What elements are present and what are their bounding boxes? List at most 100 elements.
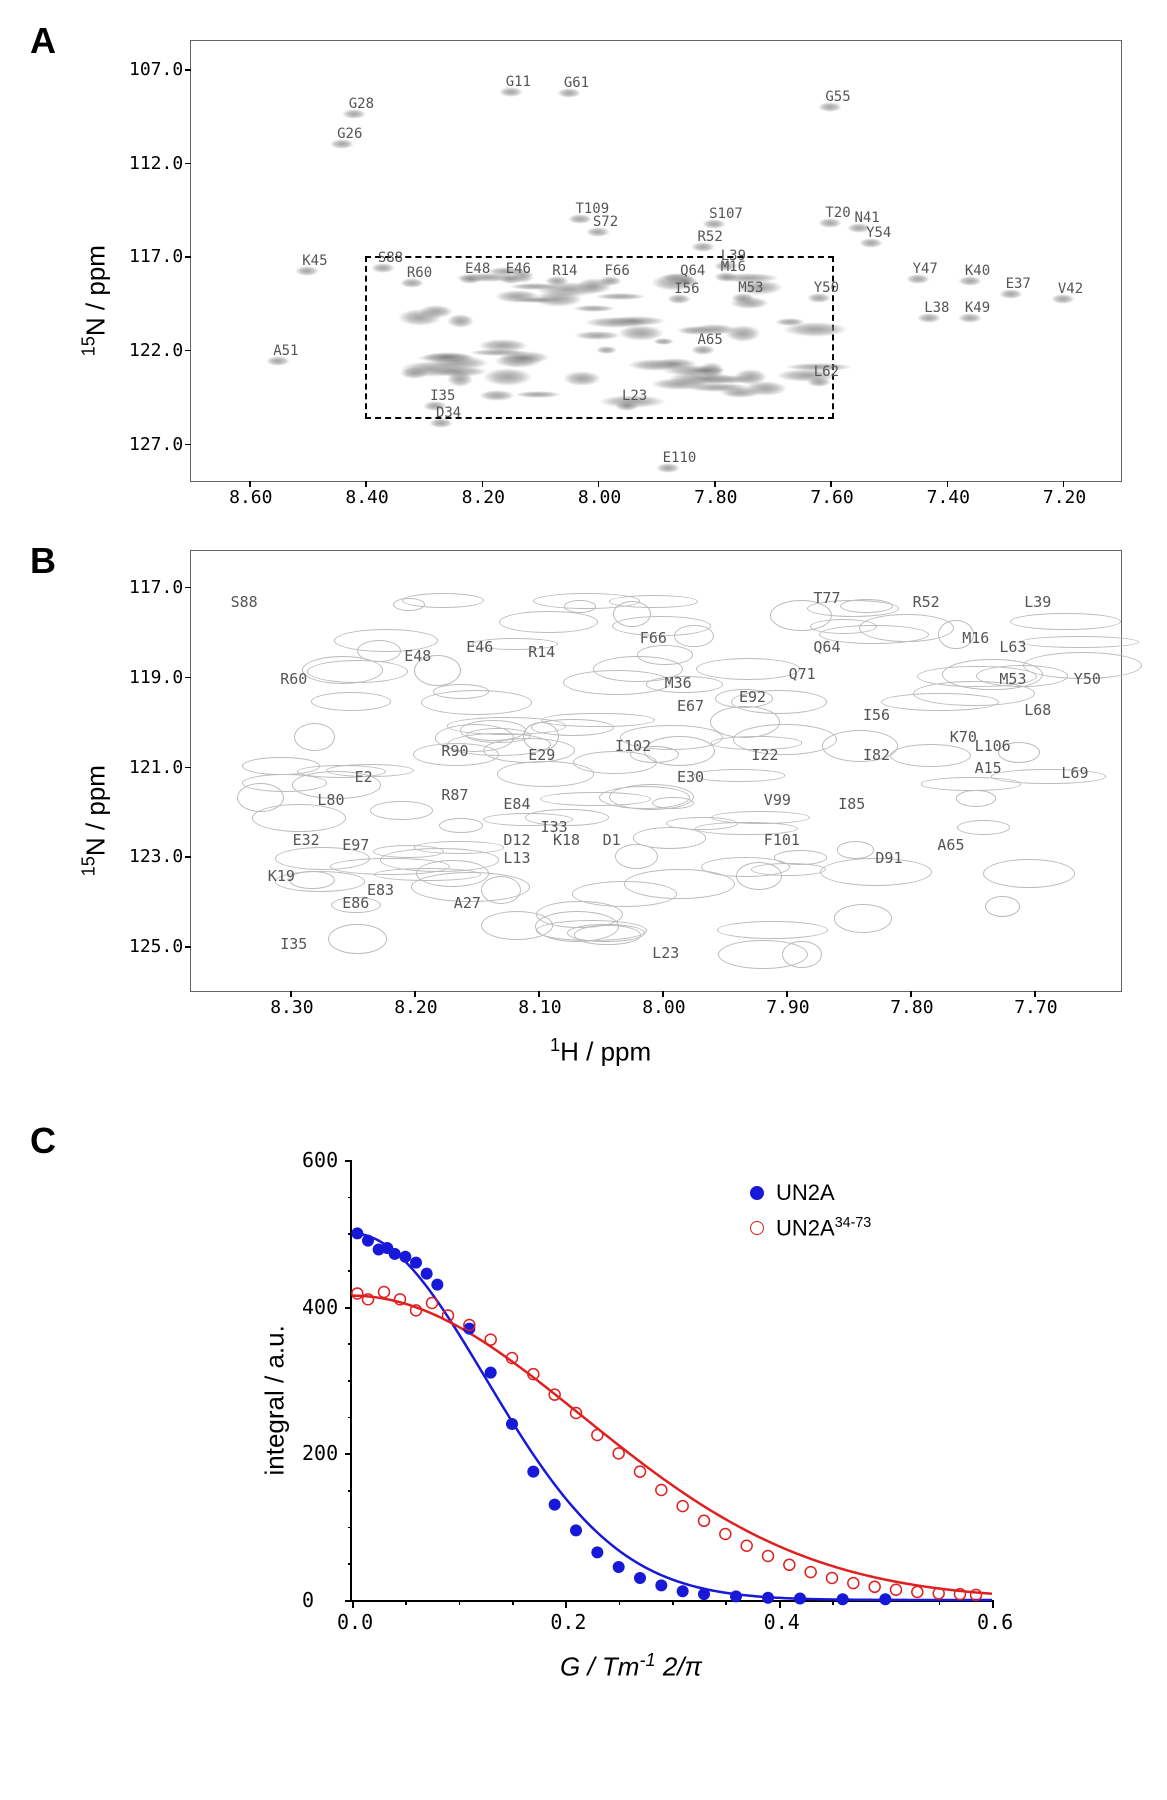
ytick-label: 119.0	[129, 667, 183, 688]
peak-label: I56	[674, 281, 699, 297]
peak-label: E48	[404, 647, 431, 665]
peak-label: S88	[378, 250, 403, 266]
contour-line	[694, 769, 785, 781]
peak-label: L106	[975, 737, 1011, 755]
data-point-red	[869, 1581, 880, 1592]
xtick-mark	[598, 481, 600, 487]
data-point-red	[592, 1430, 603, 1441]
peak-label: R60	[280, 670, 307, 688]
peak-label: E86	[342, 894, 369, 912]
xtick-minor	[459, 1600, 461, 1605]
legend-un2a-3473: UN2A34-73	[750, 1215, 871, 1241]
data-point-blue	[485, 1367, 497, 1379]
ytick-mark	[185, 69, 191, 71]
contour-line	[696, 658, 800, 680]
xtick-label: 8.30	[270, 997, 313, 1018]
data-point-red	[699, 1515, 710, 1526]
xtick-mark	[414, 991, 416, 997]
data-point-red	[379, 1287, 390, 1298]
contour-line	[615, 844, 658, 869]
peak-label: A51	[273, 343, 298, 359]
contour-peak	[744, 381, 787, 396]
data-point-red	[912, 1586, 923, 1597]
peak-label: I35	[430, 388, 455, 404]
xtick-label: 8.60	[229, 487, 272, 508]
ytick-label: 200	[302, 1441, 338, 1465]
xtick-label: 8.20	[394, 997, 437, 1018]
xtick-mark	[290, 991, 292, 997]
peak-label: K40	[965, 263, 990, 279]
peak-label: M16	[721, 259, 746, 275]
data-point-red	[891, 1584, 902, 1595]
contour-line	[613, 601, 651, 627]
panel-b: B 15N / ppm 117.0119.0121.0123.0125.08.3…	[20, 540, 1147, 1100]
contour-line	[370, 801, 433, 821]
data-point-blue	[837, 1593, 849, 1605]
xtick-label: 8.20	[462, 487, 505, 508]
peak-label: L62	[814, 364, 839, 380]
data-point-blue	[399, 1251, 411, 1263]
contour-peak	[483, 368, 532, 386]
xtick-label: 7.80	[890, 997, 933, 1018]
contour-line	[481, 876, 520, 904]
ytick-label: 0	[302, 1588, 314, 1612]
peak-label: G28	[349, 96, 374, 112]
contour-peak	[606, 316, 666, 326]
peak-label: Q71	[789, 665, 816, 683]
data-point-blue	[570, 1524, 582, 1536]
data-point-red	[720, 1529, 731, 1540]
data-point-red	[741, 1540, 752, 1551]
peak-label: D91	[875, 849, 902, 867]
ytick-label: 400	[302, 1295, 338, 1319]
ytick-label: 121.0	[129, 757, 183, 778]
data-point-blue	[362, 1235, 374, 1247]
legend-marker-blue	[750, 1186, 764, 1200]
data-point-blue	[634, 1572, 646, 1584]
xtick-label: 8.00	[642, 997, 685, 1018]
peak-label: I82	[863, 746, 890, 764]
xtick-mark	[538, 991, 540, 997]
xtick-mark	[714, 481, 716, 487]
peak-label: M16	[962, 629, 989, 647]
peak-label: G55	[825, 89, 850, 105]
peak-label: S107	[709, 206, 743, 222]
peak-label: R60	[407, 265, 432, 281]
peak-label: I22	[751, 746, 778, 764]
panel-a-plot: 107.0112.0117.0122.0127.08.608.408.208.0…	[190, 40, 1122, 482]
peak-label: R87	[441, 786, 468, 804]
data-point-red	[635, 1466, 646, 1477]
ytick-label: 122.0	[129, 340, 183, 361]
xtick-label: 0.6	[977, 1610, 1013, 1634]
contour-line	[983, 859, 1075, 888]
peak-label: V42	[1058, 281, 1083, 297]
contour-line	[736, 862, 783, 890]
fit-curve-red	[352, 1296, 992, 1594]
xtick-minor	[405, 1600, 407, 1605]
data-point-blue	[698, 1588, 710, 1600]
peak-label: A65	[937, 836, 964, 854]
peak-label: R52	[698, 229, 723, 245]
contour-line	[1020, 636, 1139, 648]
contour-line	[374, 868, 481, 881]
contour-peak	[479, 390, 515, 401]
contour-line	[572, 881, 677, 907]
peak-label: E30	[677, 768, 704, 786]
contour-peak	[725, 325, 760, 343]
xtick-label: 7.60	[810, 487, 853, 508]
contour-line	[633, 827, 706, 848]
peak-label: R14	[552, 263, 577, 279]
peak-label: E97	[342, 836, 369, 854]
xtick-label: 7.70	[1014, 997, 1057, 1018]
contour-peak	[573, 305, 615, 312]
ytick-mark	[185, 587, 191, 589]
peak-label: Q64	[680, 263, 705, 279]
peak-label: E92	[739, 688, 766, 706]
contour-line	[890, 744, 970, 767]
ytick-mark	[185, 350, 191, 352]
contour-line	[499, 611, 597, 634]
peak-label: S88	[231, 593, 258, 611]
peak-label: L23	[622, 388, 647, 404]
peak-label: E46	[506, 261, 531, 277]
data-point-red	[971, 1589, 982, 1600]
contour-line	[985, 896, 1020, 917]
